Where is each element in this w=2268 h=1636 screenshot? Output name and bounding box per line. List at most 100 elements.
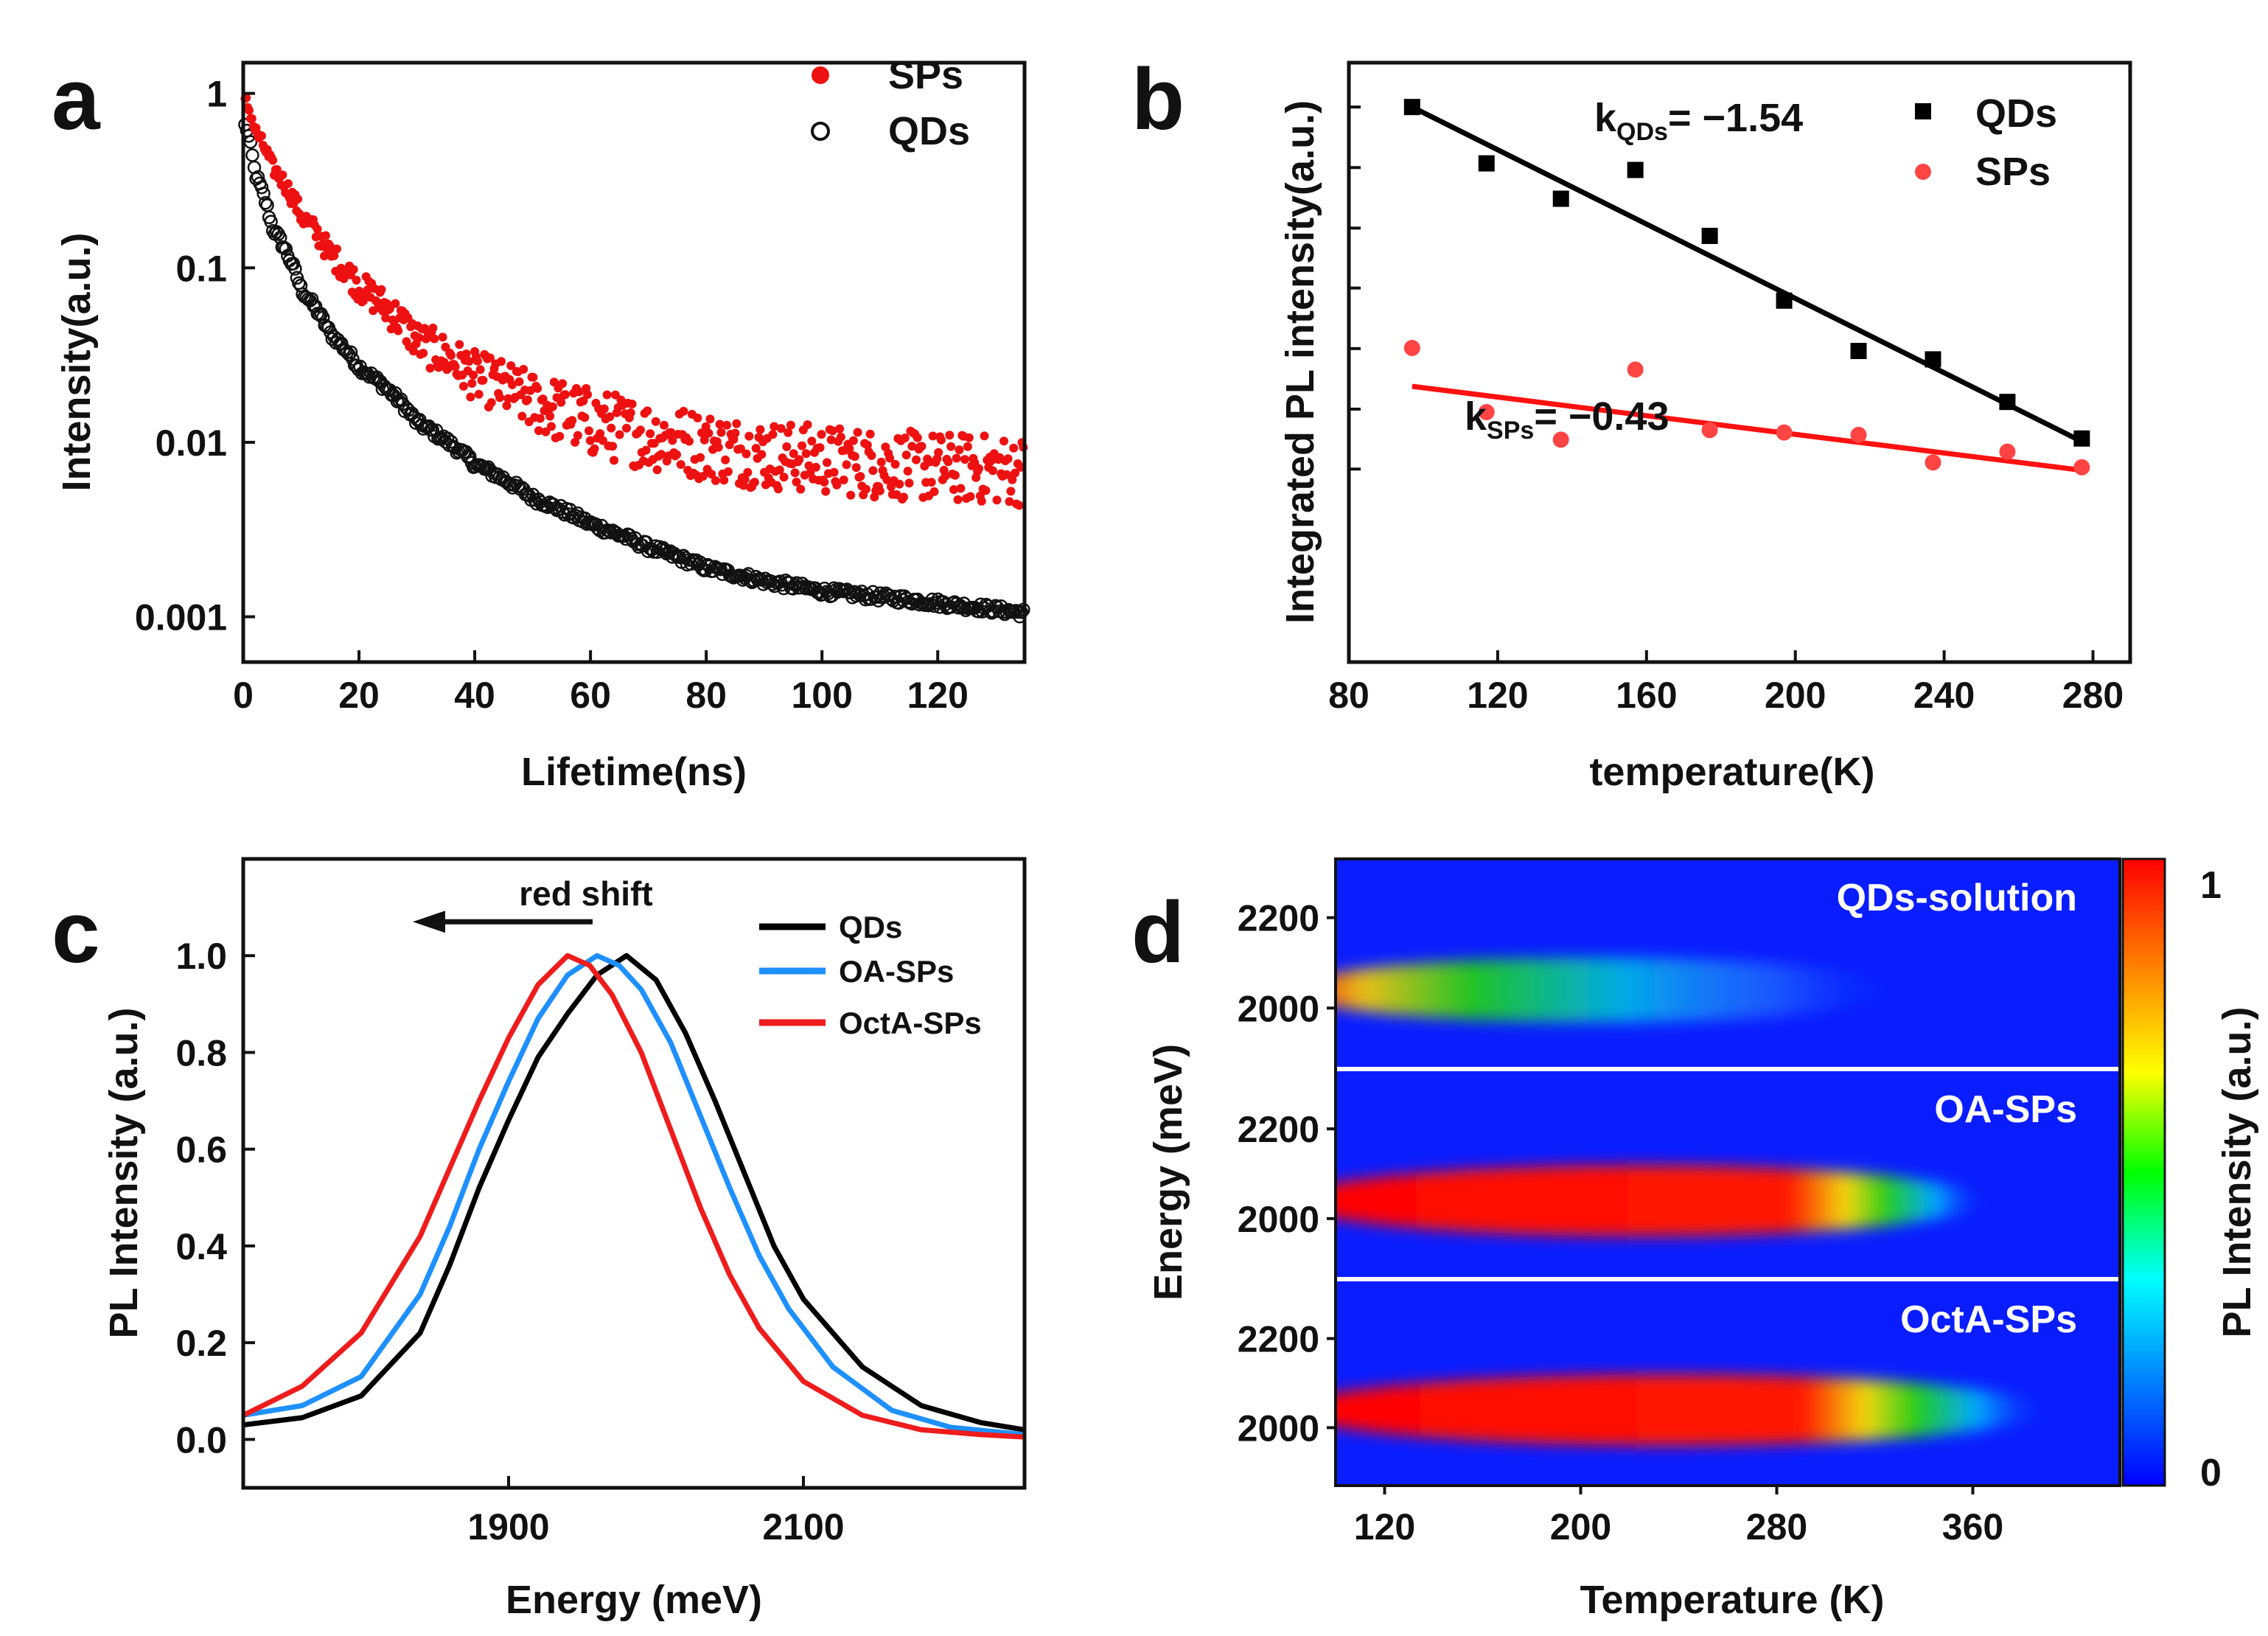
a-point-sps (278, 170, 287, 180)
c-legend: QDs OA-SPs OctA-SPs (759, 910, 982, 1040)
a-point-sps (899, 492, 908, 502)
a-point-sps (815, 443, 825, 453)
a-point-sps (903, 467, 913, 476)
c-plot-frame (241, 857, 1027, 1490)
a-point-sps (927, 478, 936, 487)
a-point-sps (385, 304, 394, 313)
a-point-qds (346, 352, 360, 366)
panel-a: a 0 20 40 60 80 100 120 1 0.1 0.01 0.001 Lifetime(… (52, 51, 1030, 794)
a-point-sps (803, 420, 812, 429)
a-point-qds (304, 292, 319, 306)
a-point-sps (952, 453, 961, 463)
a-point-sps (1011, 468, 1020, 478)
a-point-sps (657, 450, 666, 459)
a-point-sps (548, 402, 557, 411)
b-annotation-ksps-sub: SPs (1487, 417, 1534, 445)
d-plot-frame (1334, 857, 2121, 1487)
b-legend-marker-qds (1915, 103, 1931, 119)
a-point-sps (472, 356, 482, 366)
a-legend-label-qds: QDs (888, 109, 970, 153)
d-colorbar (2121, 857, 2166, 1487)
a-point-sps (693, 413, 702, 422)
a-ytick-label: 0.001 (135, 597, 227, 638)
a-point-sps (723, 467, 733, 476)
b-point-qds (1478, 155, 1495, 172)
a-point-sps (547, 422, 556, 431)
b-legend: QDs SPs (1915, 91, 2057, 194)
a-point-sps (782, 442, 792, 451)
a-point-sps (610, 456, 618, 465)
a-point-sps (956, 484, 966, 493)
a-point-sps (1005, 497, 1014, 507)
a-point-sps (705, 414, 715, 424)
a-point-sps (950, 470, 960, 480)
a-point-qds (245, 148, 259, 162)
a-point-sps (699, 435, 709, 445)
a-point-qds (299, 290, 313, 304)
c-legend-label-oa: OA-SPs (839, 954, 954, 989)
a-point-sps (885, 453, 895, 463)
b-legend-label-qds: QDs (1975, 91, 2057, 136)
a-point-sps (795, 455, 804, 464)
a-point-sps (598, 436, 607, 445)
b-annotation-kqds-sub: QDs (1616, 118, 1668, 146)
a-point-sps (743, 467, 753, 477)
a-point-sps (596, 429, 605, 439)
a-point-sps (247, 114, 257, 123)
a-point-sps (394, 326, 403, 335)
a-point-sps (602, 390, 612, 400)
a-point-sps (719, 476, 729, 485)
b-annotation-kqds-k: k (1594, 96, 1617, 140)
a-point-sps (1008, 475, 1017, 484)
a-point-sps (672, 450, 681, 459)
d-ytick-label: 2200 (1238, 898, 1319, 939)
a-point-sps (784, 428, 793, 437)
d-ytick-label: 2200 (1238, 1319, 1319, 1360)
a-point-sps (907, 442, 917, 451)
a-point-sps (770, 422, 779, 431)
b-point-sps (1552, 431, 1569, 448)
a-point-sps (459, 381, 468, 391)
a-point-sps (839, 476, 848, 484)
d-xtick-label: 280 (1746, 1506, 1807, 1548)
a-point-sps (868, 466, 878, 476)
a-point-sps (732, 419, 742, 428)
a-point-sps (850, 452, 859, 462)
a-point-sps (856, 472, 865, 481)
c-ylabel: PL Intensity (a.u.) (102, 1007, 146, 1338)
b-ticks: 80 120 160 200 240 280 (1328, 105, 2124, 716)
b-plot-frame (1347, 60, 2132, 664)
a-point-sps (1009, 443, 1019, 453)
a-point-sps (541, 427, 551, 436)
b-legend-label-sps: SPs (1975, 150, 2051, 194)
a-legend-label-sps: SPs (888, 53, 963, 97)
a-point-sps (607, 423, 616, 433)
a-point-sps (826, 435, 836, 445)
a-point-sps (430, 334, 439, 344)
a-point-sps (811, 462, 820, 472)
c-ytick-label: 0.6 (175, 1129, 227, 1171)
a-point-sps (332, 244, 341, 254)
a-point-sps (538, 394, 548, 404)
a-point-sps (615, 430, 624, 439)
a-legend-marker-sps (812, 66, 829, 84)
a-point-sps (676, 460, 685, 469)
a-point-sps (757, 450, 767, 459)
b-annotation-ksps-value: = −0.43 (1534, 394, 1669, 439)
a-point-sps (730, 428, 740, 438)
a-point-sps (974, 464, 983, 473)
a-point-sps (545, 411, 555, 421)
panel-b: b 80 120 160 200 240 280 temperature(K) Integ… (1131, 51, 2132, 794)
a-point-qds (315, 310, 330, 324)
a-point-sps (579, 396, 588, 405)
a-point-sps (773, 484, 783, 494)
a-point-sps (583, 390, 593, 400)
a-point-sps (605, 412, 615, 422)
a-point-sps (478, 375, 488, 385)
a-point-sps (1002, 470, 1011, 479)
a-point-sps (895, 479, 904, 489)
d-subpanel-1-label: QDs-solution (1837, 877, 2077, 919)
a-point-sps (568, 416, 577, 425)
b-point-qds (1627, 161, 1644, 178)
a-ylabel: Intensity(a.u.) (55, 232, 99, 491)
